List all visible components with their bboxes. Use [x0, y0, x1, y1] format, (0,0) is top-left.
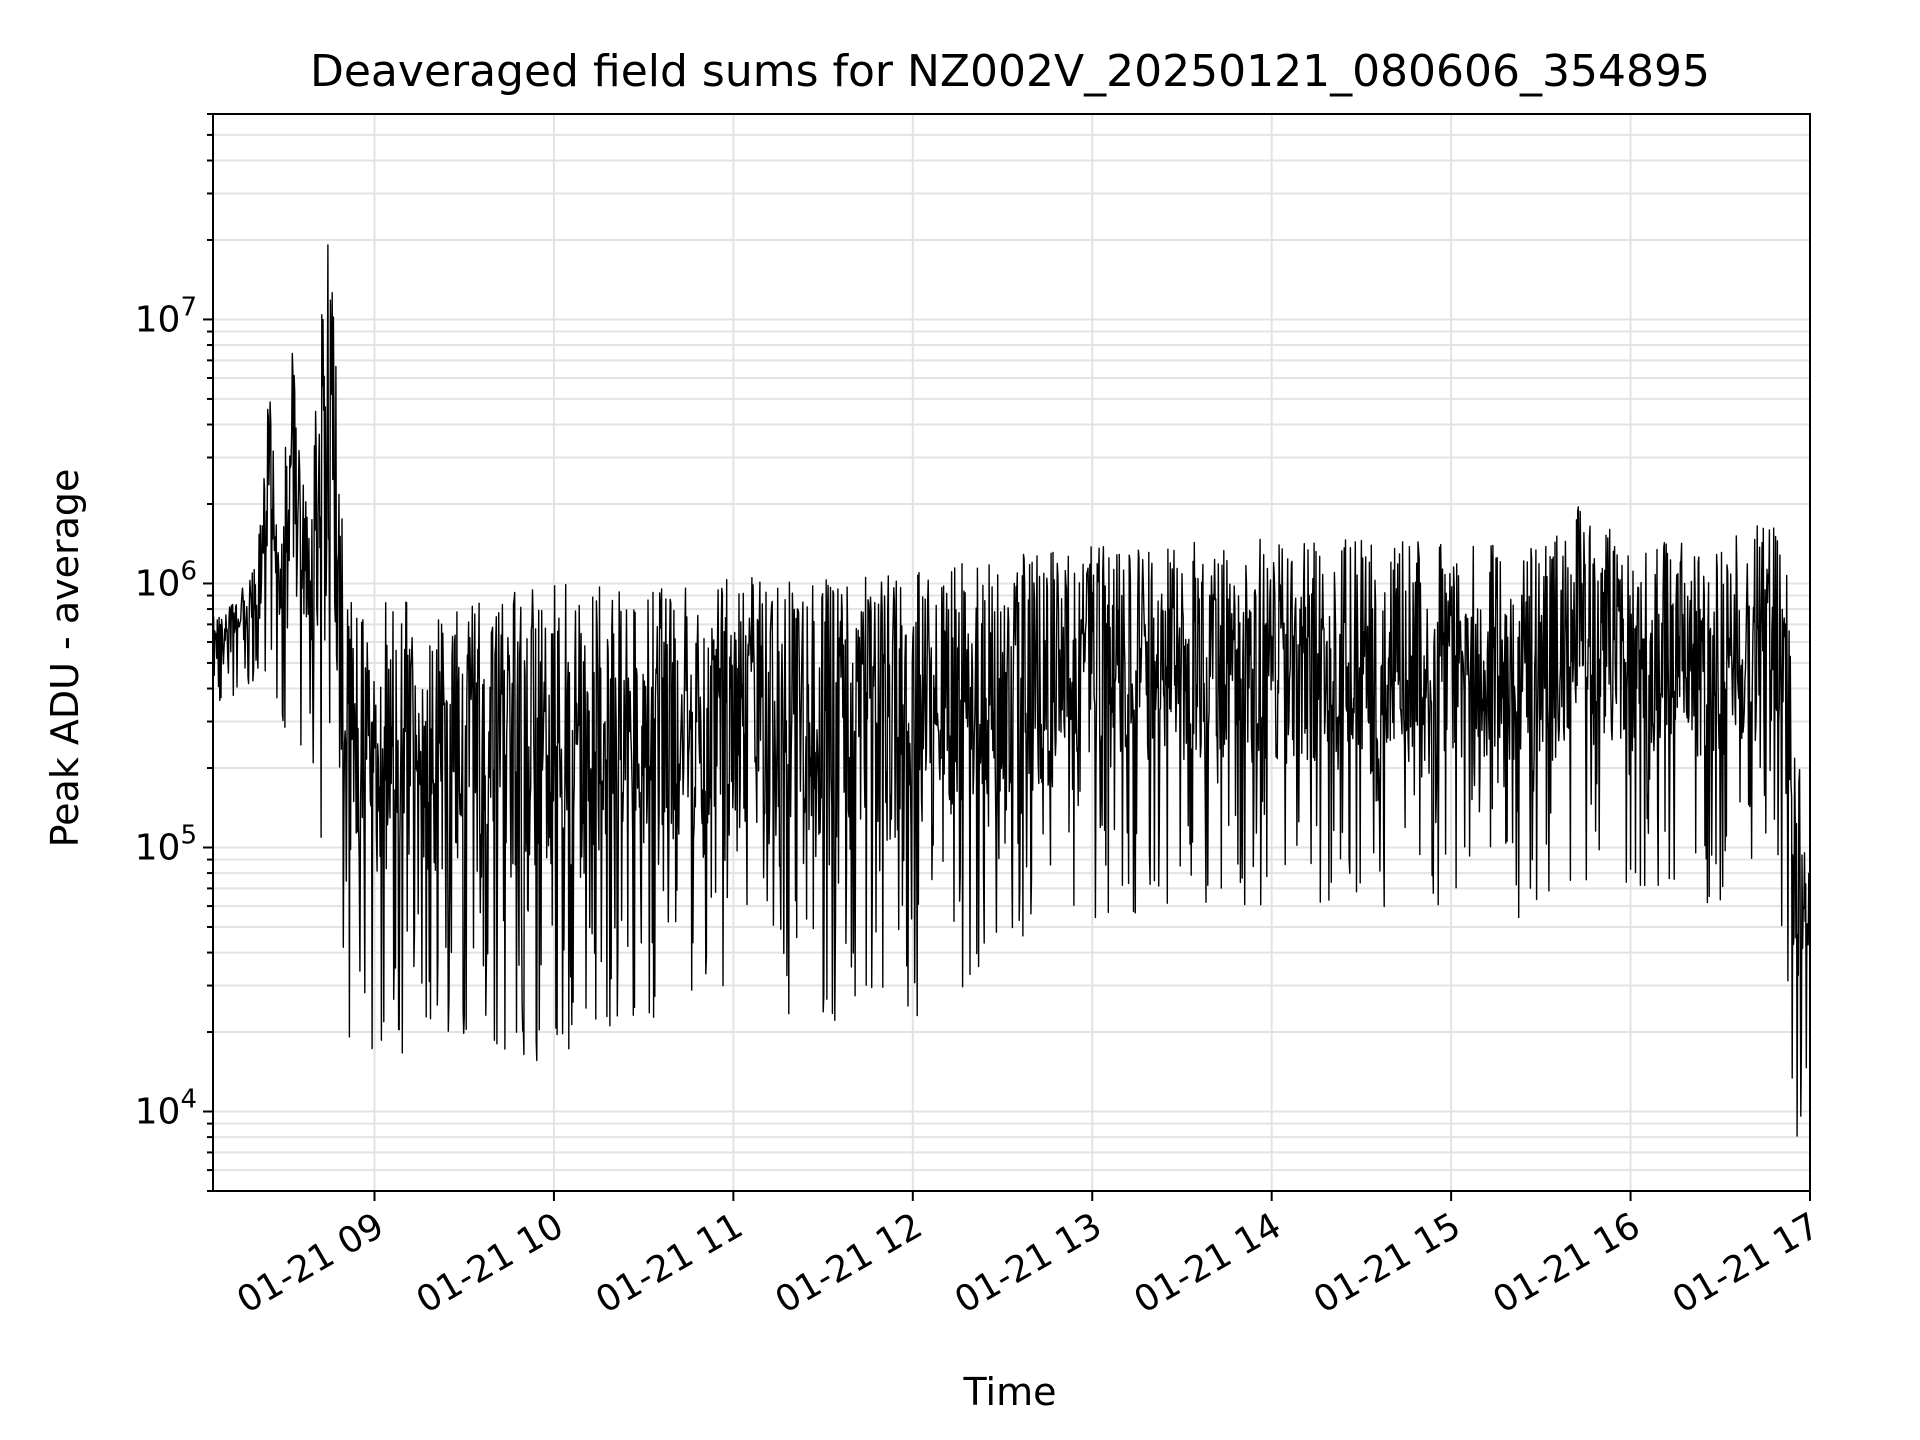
y-axis-label: Peak ADU - average: [43, 469, 87, 848]
y-tick-label: 104: [135, 1085, 197, 1133]
data-series-line: [212, 244, 1811, 1137]
y-tick-label: 107: [135, 292, 197, 340]
chart-title: Deaveraged field sums for NZ002V_2025012…: [310, 46, 1710, 97]
y-ticks: 104 105 106 107: [135, 113, 213, 1192]
plot-frame: [212, 113, 1811, 1192]
x-axis-label: Time: [963, 1370, 1057, 1414]
y-tick-label: 105: [135, 820, 197, 868]
series-layer: [212, 244, 1811, 1137]
y-tick-label: 106: [135, 556, 197, 604]
